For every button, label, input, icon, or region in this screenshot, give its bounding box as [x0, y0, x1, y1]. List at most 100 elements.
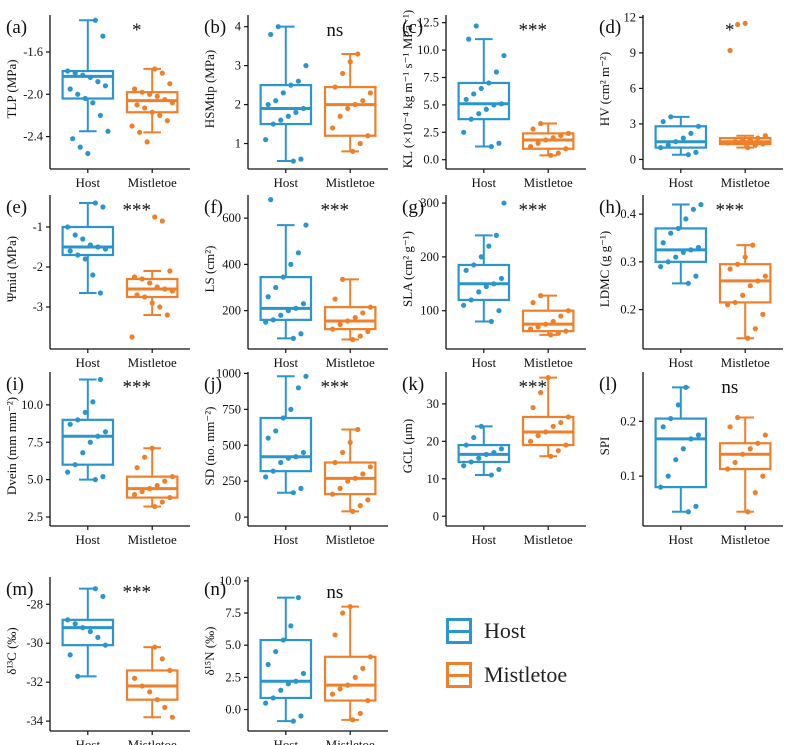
data-point	[280, 637, 286, 643]
data-point	[501, 200, 507, 206]
data-point	[167, 81, 173, 87]
y-tick-label: -28	[26, 597, 43, 611]
data-point	[760, 311, 766, 317]
data-point	[295, 385, 301, 391]
panel-label: (m)	[6, 579, 33, 600]
panel-e: (e) Ψmid (MPa) *** -1 -2 -3 Host Mistletoe	[4, 195, 190, 370]
data-point	[142, 454, 148, 460]
data-point	[693, 503, 699, 509]
data-point	[280, 274, 286, 280]
box-iqr	[718, 442, 772, 471]
box-mistletoe	[125, 214, 179, 340]
data-point	[658, 484, 664, 490]
data-point	[95, 433, 101, 439]
data-point	[752, 142, 758, 148]
data-point	[134, 292, 140, 298]
data-point	[558, 132, 564, 139]
data-point	[668, 415, 674, 422]
legend-key-mistletoe	[446, 662, 472, 688]
box-mistletoe	[718, 414, 772, 515]
data-point	[478, 85, 484, 92]
data-point	[755, 278, 761, 284]
significance-label: ***	[519, 377, 548, 398]
data-point	[131, 86, 138, 92]
data-point	[152, 503, 158, 510]
data-point	[665, 473, 671, 479]
data-point	[332, 459, 338, 466]
box-host	[61, 200, 115, 296]
data-point	[149, 445, 155, 451]
panel-g: (g) SLA (cm² g⁻¹) *** 100 200 300 Host Mistleto…	[400, 195, 586, 370]
panel-l: (l) SPI ns 0.1 0.2 Host Mistletoe	[597, 372, 783, 547]
data-point	[486, 243, 492, 249]
box-mistletoe	[125, 445, 179, 510]
x-tick-label: Mistletoe	[326, 175, 375, 190]
data-point	[265, 435, 271, 441]
data-point	[463, 442, 469, 448]
data-point	[550, 135, 556, 141]
data-point	[762, 273, 768, 279]
data-point	[496, 140, 502, 146]
data-point	[134, 465, 140, 471]
data-point	[169, 474, 175, 480]
significance-label: ns	[326, 582, 343, 603]
data-point	[548, 453, 554, 459]
box-mistletoe	[521, 293, 575, 338]
data-point	[466, 36, 472, 42]
y-tick-label: 3	[630, 117, 636, 131]
data-point	[543, 137, 549, 143]
data-point	[72, 462, 78, 468]
data-point	[300, 449, 307, 456]
x-tick-label: Mistletoe	[721, 355, 770, 370]
y-tick-label: -1.6	[23, 45, 43, 59]
data-point	[87, 628, 93, 635]
data-point	[87, 439, 93, 445]
data-point	[139, 276, 145, 282]
legend-item-mistletoe: Mistletoe	[446, 662, 567, 688]
box-mistletoe	[521, 120, 575, 158]
data-point	[742, 20, 748, 26]
data-point	[527, 438, 534, 444]
data-point	[92, 200, 98, 206]
data-point	[142, 105, 148, 111]
panel-label: (a)	[6, 17, 27, 38]
data-point	[92, 586, 98, 592]
data-point	[340, 449, 346, 456]
data-point	[154, 697, 160, 703]
data-point	[660, 118, 666, 125]
x-tick-label: Mistletoe	[721, 532, 770, 547]
legend-label-host: Host	[484, 618, 526, 643]
significance-label: ***	[321, 377, 350, 398]
data-point	[735, 261, 741, 267]
box-host	[259, 197, 313, 341]
y-tick-label: 0	[433, 509, 439, 523]
data-point	[658, 264, 664, 270]
significance-label: ***	[519, 200, 548, 221]
data-point	[491, 102, 497, 108]
y-tick-label: 100	[420, 304, 439, 318]
data-point	[293, 109, 299, 115]
data-point	[270, 695, 276, 701]
data-point	[357, 710, 363, 717]
data-point	[65, 224, 71, 230]
y-tick-label: 9	[630, 46, 636, 60]
x-tick-label: Host	[472, 175, 497, 190]
data-point	[695, 432, 702, 438]
data-point	[268, 31, 274, 38]
data-point	[735, 414, 741, 421]
data-point	[95, 244, 101, 250]
data-point	[95, 634, 101, 640]
data-point	[538, 120, 544, 127]
box-host	[61, 17, 115, 157]
box-host	[654, 201, 708, 286]
box-mistletoe	[323, 604, 377, 723]
data-point	[747, 136, 753, 142]
y-tick-label: 300	[420, 196, 439, 210]
data-point	[473, 23, 479, 29]
data-point	[486, 80, 492, 86]
data-point	[273, 284, 279, 291]
data-point	[169, 288, 175, 294]
y-tick-label: 750	[222, 402, 241, 416]
data-point	[142, 294, 148, 300]
data-point	[167, 494, 173, 501]
